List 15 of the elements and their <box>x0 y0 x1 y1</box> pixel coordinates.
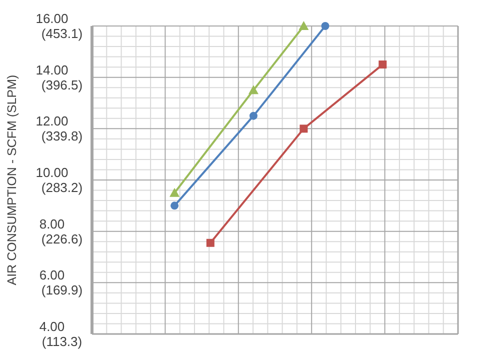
y2-tick-label: (226.6) <box>41 231 83 246</box>
y2-tick-label: (339.8) <box>41 128 83 144</box>
y-tick-label: 16.00 <box>36 11 68 26</box>
y-tick-label: 8.00 <box>39 216 65 232</box>
y2-tick-label: (113.3) <box>42 334 82 349</box>
y-tick-label: 6.00 <box>39 268 65 283</box>
y2-tick-label: (169.9) <box>41 282 83 298</box>
y-tick-label: 10.00 <box>36 165 68 180</box>
y-tick-label: 12.00 <box>36 114 68 129</box>
y-tick-label: 14.00 <box>36 62 68 78</box>
y2-tick-label: (453.1) <box>41 26 83 41</box>
y-tick-label: 4.00 <box>39 319 65 334</box>
y2-tick-label: (283.2) <box>41 180 83 195</box>
y2-tick-label: (396.5) <box>41 77 83 92</box>
y-axis-title: AIR CONSUMPTION - SCFM (SLPM) <box>5 74 19 286</box>
